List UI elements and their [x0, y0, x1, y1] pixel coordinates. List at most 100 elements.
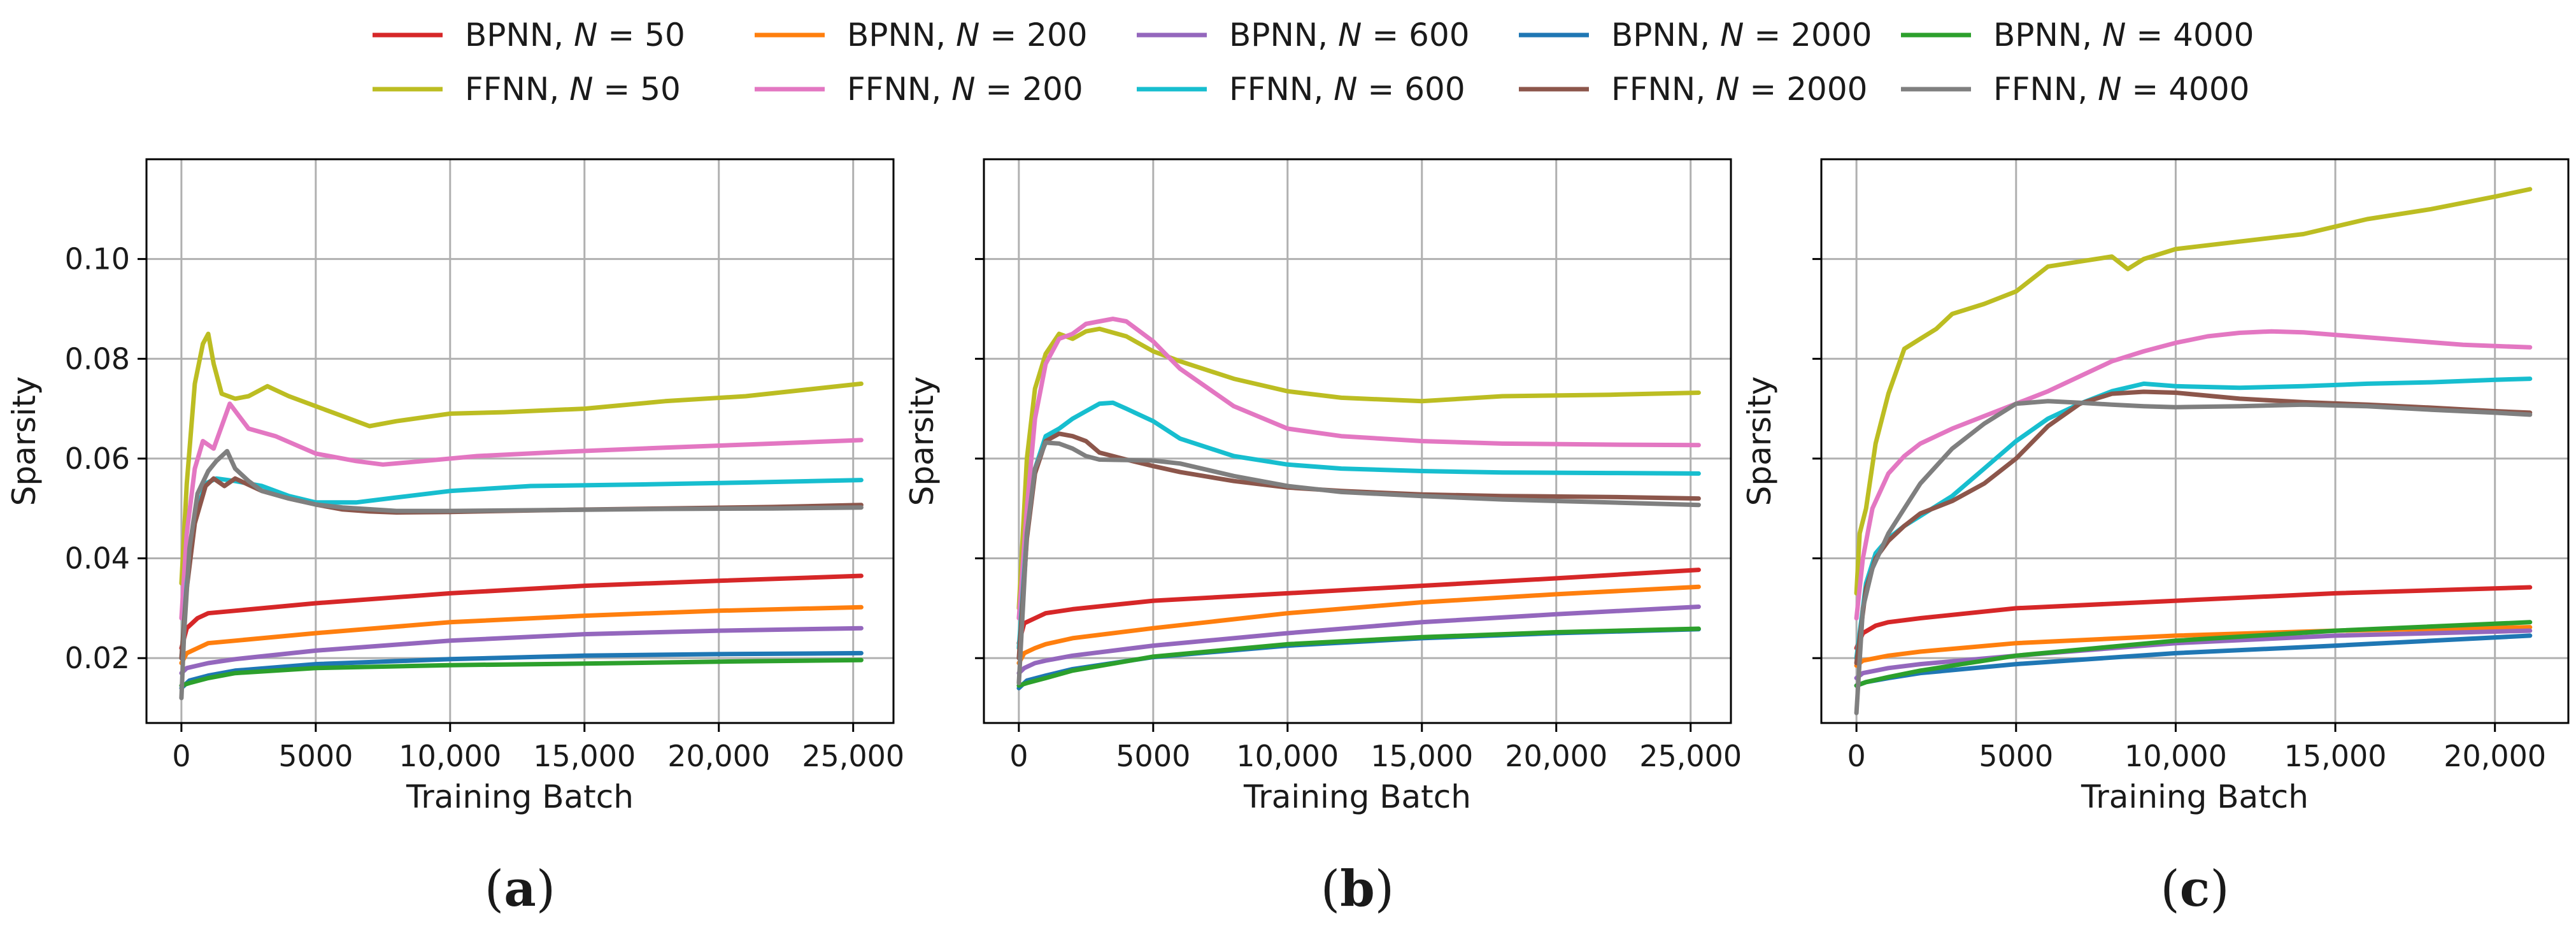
- y-axis-label: Sparsity: [6, 376, 43, 506]
- legend-label-n-value: 600: [1404, 71, 1465, 108]
- legend-label: BPNN, N = 4000: [1993, 17, 2254, 54]
- plot-frame: [1820, 158, 2570, 724]
- legend-label: BPNN, N = 600: [1229, 17, 1470, 54]
- series-line-ffnn-n-200: [1016, 317, 1701, 620]
- series-line-ffnn-n-50: [1016, 326, 1701, 611]
- x-tick-label: 5000: [1116, 739, 1190, 773]
- legend-label-key: FFNN,: [465, 71, 569, 108]
- legend-label-equals: =: [594, 71, 641, 108]
- plot-frame: [983, 158, 1732, 724]
- series-line-ffnn-n-4000: [1016, 440, 1701, 685]
- legend-label: FFNN, N = 200: [847, 71, 1083, 108]
- legend-label-n-value: 2000: [1791, 17, 1872, 54]
- x-tick-label: 15,000: [2284, 739, 2387, 773]
- series-line-bpnn-n-50: [179, 573, 864, 650]
- series-line-ffnn-n-200: [1854, 329, 2533, 620]
- legend-label-equals: =: [976, 71, 1023, 108]
- x-tick-label: 10,000: [399, 739, 501, 773]
- legend-label: BPNN, N = 2000: [1611, 17, 1872, 54]
- legend-label: FFNN, N = 4000: [1993, 71, 2249, 108]
- legend-label-n-value: 200: [1027, 17, 1087, 54]
- panel-label: (a): [485, 860, 555, 918]
- series-group: [1854, 187, 2533, 715]
- legend-label-n-symbol: N: [956, 17, 979, 54]
- series-line-ffnn-n-4000: [179, 448, 864, 701]
- panel-label-letter: b: [1340, 860, 1375, 918]
- legend-label-equals: =: [1358, 71, 1405, 108]
- legend-label: FFNN, N = 600: [1229, 71, 1465, 108]
- legend-entry-ffnn-200: FFNN, N = 200: [755, 71, 1083, 108]
- legend-label: BPNN, N = 200: [847, 17, 1088, 54]
- legend-entry-bpnn-2000: BPNN, N = 2000: [1519, 17, 1872, 54]
- legend-label-n-value: 50: [640, 71, 681, 108]
- series-line-bpnn-n-200: [1016, 584, 1701, 666]
- legend-entry-bpnn-200: BPNN, N = 200: [755, 17, 1088, 54]
- legend-label-n-symbol: N: [951, 71, 975, 108]
- x-tick-label: 10,000: [1236, 739, 1339, 773]
- legend-entry-ffnn-2000: FFNN, N = 2000: [1519, 71, 1867, 108]
- legend-label-key: BPNN,: [847, 17, 956, 54]
- series-line-bpnn-n-600: [1016, 604, 1701, 676]
- legend-label-equals: =: [1740, 71, 1787, 108]
- legend-entry-bpnn-600: BPNN, N = 600: [1137, 17, 1470, 54]
- grid: [1821, 159, 2568, 723]
- legend-label: FFNN, N = 50: [465, 71, 681, 108]
- legend-label-n-symbol: N: [2102, 17, 2126, 54]
- series-group: [1016, 317, 1701, 690]
- legend-label-key: BPNN,: [1229, 17, 1338, 54]
- x-tick-label: 25,000: [1639, 739, 1742, 773]
- x-axis-label: Training Batch: [2081, 778, 2309, 815]
- series-line-ffnn-n-200: [179, 401, 864, 620]
- legend-label-n-symbol: N: [2098, 71, 2121, 108]
- y-tick-label: 0.08: [65, 341, 130, 376]
- x-tick-label: 20,000: [667, 739, 770, 773]
- series-line-ffnn-n-50: [179, 331, 864, 586]
- legend-label-n-symbol: N: [574, 17, 597, 54]
- legend-label-n-value: 50: [644, 17, 685, 54]
- legend-entry-ffnn-4000: FFNN, N = 4000: [1901, 71, 2249, 108]
- chart-panel-a: 0 5000 10,000 15,000 20,000 25,000 0.02 0.04 0.0…: [6, 158, 904, 918]
- legend-label-n-symbol: N: [1716, 71, 1739, 108]
- legend-label-key: FFNN,: [1993, 71, 2098, 108]
- series-line-ffnn-n-2000: [1854, 389, 2533, 666]
- y-tick-label: 0.04: [65, 541, 130, 576]
- chart-panel-b: 0 5000 10,000 15,000 20,000 25,000 Training Ba…: [904, 158, 1742, 918]
- series-line-bpnn-n-600: [179, 626, 864, 676]
- x-tick-label: 20,000: [1505, 739, 1607, 773]
- legend-label-n-symbol: N: [1720, 17, 1744, 54]
- legend-label-equals: =: [2122, 71, 2169, 108]
- chart-panel-c: 0 5000 10,000 15,000 20,000 Training Batch Spa…: [1741, 158, 2570, 918]
- legend-label: FFNN, N = 2000: [1611, 71, 1867, 108]
- y-tick-label: 0.02: [65, 641, 130, 675]
- legend-label-key: BPNN,: [465, 17, 574, 54]
- legend-label-key: FFNN,: [1229, 71, 1334, 108]
- legend-entry-bpnn-50: BPNN, N = 50: [373, 17, 685, 54]
- panel-label-open: (: [485, 861, 504, 918]
- x-tick-label: 25,000: [802, 739, 904, 773]
- series-line-bpnn-n-50: [1016, 568, 1701, 646]
- series-group: [179, 331, 864, 701]
- x-tick-label: 20,000: [2444, 739, 2546, 773]
- panel-label-letter: c: [2180, 860, 2210, 918]
- legend-label-equals: =: [1362, 17, 1409, 54]
- legend-label-n-value: 4000: [2173, 17, 2254, 54]
- legend-label-key: FFNN,: [847, 71, 951, 108]
- plot-frame: [145, 158, 895, 724]
- legend-label: BPNN, N = 50: [465, 17, 685, 54]
- x-tick-label: 15,000: [1370, 739, 1473, 773]
- x-axis-label: Training Batch: [406, 778, 634, 815]
- legend-label-n-value: 600: [1409, 17, 1469, 54]
- series-line-ffnn-n-4000: [1854, 399, 2533, 715]
- series-line-bpnn-n-50: [1854, 585, 2533, 650]
- x-tick-label: 5000: [1979, 739, 2053, 773]
- panel-label-close: ): [2210, 861, 2229, 918]
- series-line-bpnn-n-600: [1854, 628, 2533, 680]
- legend-label-equals: =: [2126, 17, 2173, 54]
- series-line-bpnn-n-2000: [179, 650, 864, 690]
- legend-entry-ffnn-50: FFNN, N = 50: [373, 71, 681, 108]
- panel-label-close: ): [1375, 861, 1394, 918]
- x-tick-label: 10,000: [2124, 739, 2227, 773]
- x-tick-label: 5000: [278, 739, 353, 773]
- panel-label-open: (: [2160, 861, 2179, 918]
- panel-label: (c): [2160, 860, 2229, 918]
